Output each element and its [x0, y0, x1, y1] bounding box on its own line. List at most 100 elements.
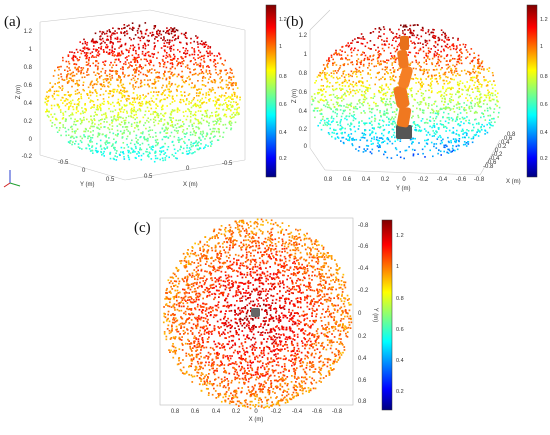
- point: [418, 142, 420, 144]
- point: [89, 127, 91, 130]
- point: [286, 285, 289, 288]
- point: [148, 62, 150, 65]
- point: [371, 116, 373, 118]
- point: [114, 109, 117, 111]
- point: [423, 96, 426, 99]
- point: [187, 263, 190, 265]
- point: [254, 358, 256, 361]
- point: [152, 64, 155, 67]
- point: [269, 374, 272, 377]
- point: [326, 326, 329, 328]
- point: [247, 287, 250, 289]
- panel-a-ztick: 0.6: [24, 83, 33, 89]
- point: [175, 29, 178, 31]
- point: [189, 134, 192, 136]
- point: [391, 111, 394, 113]
- point: [385, 71, 388, 73]
- point: [185, 80, 187, 82]
- point: [447, 63, 449, 66]
- point: [437, 62, 439, 64]
- point: [98, 128, 101, 130]
- point: [161, 108, 163, 111]
- point: [141, 103, 144, 105]
- point: [151, 52, 153, 55]
- point: [497, 116, 499, 118]
- point: [228, 100, 230, 102]
- point: [199, 101, 201, 103]
- point: [97, 65, 99, 68]
- point: [172, 48, 175, 51]
- point: [377, 46, 379, 49]
- point: [437, 152, 439, 155]
- point: [179, 138, 181, 141]
- point: [210, 143, 213, 145]
- point: [76, 128, 79, 130]
- point: [171, 30, 174, 32]
- point: [261, 364, 264, 367]
- point: [378, 140, 381, 142]
- point: [448, 100, 451, 102]
- point: [445, 46, 448, 48]
- point: [179, 50, 181, 53]
- point: [125, 90, 127, 93]
- point: [100, 122, 102, 125]
- point: [293, 314, 296, 317]
- point: [99, 103, 102, 106]
- point: [386, 109, 388, 112]
- point: [150, 148, 153, 150]
- point: [111, 45, 114, 47]
- point: [61, 96, 64, 99]
- point: [344, 109, 346, 112]
- point: [211, 266, 214, 268]
- point: [459, 80, 462, 82]
- point: [72, 106, 74, 108]
- point: [111, 120, 114, 122]
- point: [174, 55, 176, 58]
- point: [197, 43, 199, 45]
- point: [424, 139, 426, 142]
- point: [228, 76, 231, 79]
- point: [201, 43, 203, 46]
- point: [326, 66, 329, 69]
- point: [142, 45, 145, 47]
- point: [75, 140, 77, 143]
- point: [458, 82, 461, 85]
- point: [197, 148, 200, 151]
- point: [335, 82, 337, 84]
- point: [182, 57, 184, 60]
- point: [425, 142, 428, 144]
- point: [193, 269, 196, 271]
- point: [188, 109, 190, 111]
- point: [297, 392, 299, 395]
- point: [194, 68, 196, 71]
- point: [402, 26, 405, 28]
- point: [202, 65, 204, 67]
- point: [215, 123, 217, 125]
- point: [331, 85, 334, 87]
- point: [281, 376, 284, 379]
- point: [141, 85, 143, 87]
- point: [383, 43, 386, 45]
- point: [57, 66, 59, 69]
- point: [209, 50, 211, 53]
- point: [457, 90, 459, 92]
- point: [453, 58, 456, 60]
- point: [136, 56, 139, 59]
- point: [120, 32, 123, 34]
- point: [231, 106, 233, 108]
- robot-link: [393, 85, 410, 109]
- point: [455, 70, 458, 72]
- point: [177, 302, 180, 305]
- point: [433, 126, 436, 128]
- point: [68, 67, 70, 69]
- point: [194, 102, 197, 105]
- point: [163, 153, 165, 155]
- point: [172, 44, 175, 47]
- point: [170, 84, 173, 86]
- point: [423, 56, 426, 59]
- point: [265, 329, 268, 331]
- point: [192, 323, 195, 326]
- point: [176, 132, 179, 134]
- point: [101, 37, 104, 40]
- point: [62, 102, 64, 104]
